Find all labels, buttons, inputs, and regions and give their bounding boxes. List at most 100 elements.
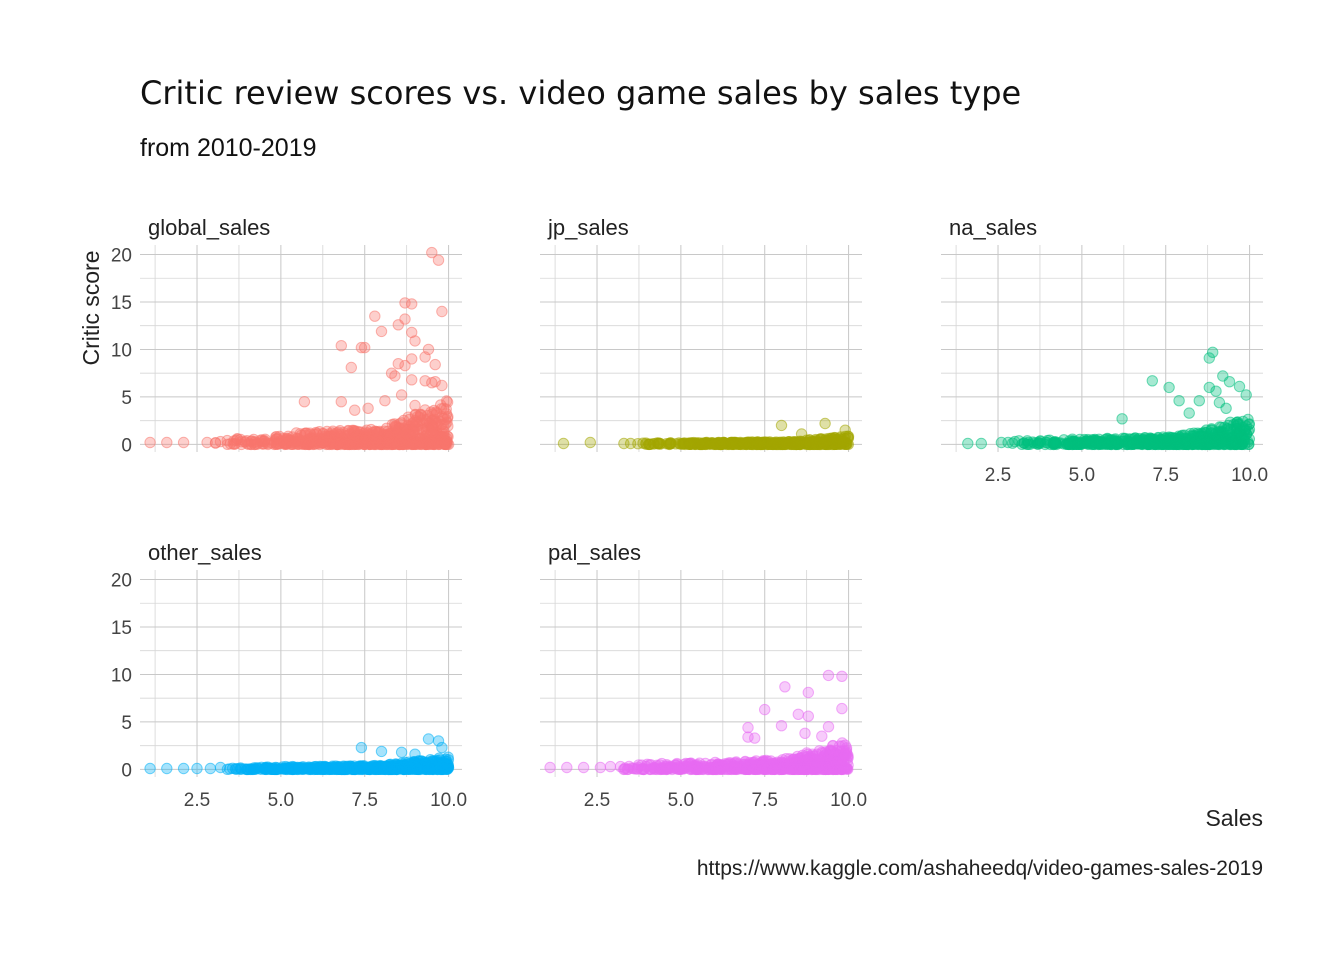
data-point	[403, 763, 415, 775]
data-point	[388, 418, 401, 430]
data-point	[1098, 438, 1110, 450]
data-point	[161, 762, 173, 775]
y-tick-label: 10	[111, 340, 132, 361]
data-point	[577, 761, 590, 774]
data-point	[395, 389, 408, 401]
data-point	[839, 749, 852, 762]
data-point	[394, 434, 406, 446]
data-point	[279, 437, 291, 449]
data-point	[623, 760, 635, 773]
y-tick-label: 0	[121, 435, 132, 456]
data-point	[683, 437, 696, 449]
data-point	[177, 762, 190, 775]
data-point	[1220, 402, 1232, 414]
facet-label-jp_sales: jp_sales	[547, 215, 629, 240]
x-tick-label: 2.5	[985, 465, 1011, 486]
x-tick-label: 10.0	[430, 790, 467, 811]
y-tick-label: 10	[111, 665, 132, 686]
facet-label-pal_sales: pal_sales	[548, 540, 641, 565]
data-point	[144, 436, 156, 449]
x-tick-label: 5.0	[1069, 465, 1095, 486]
data-point	[742, 721, 754, 734]
data-point	[1060, 438, 1073, 450]
data-point	[795, 428, 808, 440]
data-point	[221, 763, 234, 775]
facet-na_sales: na_sales 2.5 5.0 7.5 10.0	[941, 215, 1268, 486]
data-point	[1049, 436, 1062, 448]
data-point	[962, 437, 974, 450]
data-point	[342, 438, 354, 451]
data-point	[738, 437, 750, 449]
data-point	[802, 686, 814, 699]
data-point	[375, 325, 388, 338]
data-point	[1233, 380, 1246, 393]
data-point	[1032, 438, 1044, 450]
data-point	[392, 319, 404, 331]
data-point	[422, 762, 434, 775]
data-point	[1202, 438, 1214, 450]
data-point	[436, 379, 448, 392]
data-point	[1180, 434, 1192, 446]
data-point	[429, 409, 441, 421]
data-point	[1173, 395, 1185, 407]
data-point	[1162, 433, 1174, 445]
x-tick-label: 7.5	[352, 790, 378, 811]
data-point	[204, 762, 217, 775]
x-tick-label: 5.0	[668, 790, 694, 811]
data-point	[436, 305, 448, 318]
data-point	[1210, 385, 1222, 397]
y-tick-label: 15	[111, 618, 132, 639]
data-point	[201, 436, 213, 449]
data-point	[161, 436, 173, 449]
data-point	[750, 762, 762, 774]
data-point	[406, 374, 418, 386]
data-point	[1146, 438, 1159, 451]
data-point	[831, 757, 843, 769]
data-point	[273, 763, 286, 775]
x-tick-label: 5.0	[268, 790, 294, 811]
data-point	[836, 670, 848, 682]
points-na_sales	[962, 346, 1256, 451]
data-point	[1111, 437, 1124, 449]
data-point	[409, 335, 421, 347]
data-point	[357, 763, 369, 776]
data-point	[674, 438, 686, 450]
data-point	[349, 404, 361, 416]
data-point	[369, 759, 381, 772]
data-point	[1223, 376, 1236, 388]
data-point	[700, 438, 712, 450]
data-point	[436, 741, 448, 754]
data-point	[759, 703, 771, 716]
data-point	[427, 422, 440, 434]
y-axis-title: Critic score	[78, 250, 104, 365]
data-point	[780, 438, 792, 450]
data-point	[299, 763, 311, 775]
data-point	[544, 761, 556, 774]
data-point	[819, 417, 831, 430]
data-point	[402, 411, 414, 423]
data-point	[191, 762, 203, 775]
data-point	[209, 437, 222, 449]
data-point	[359, 341, 371, 354]
data-point	[1163, 381, 1175, 394]
data-point	[335, 396, 347, 408]
data-point	[399, 359, 411, 372]
data-point	[177, 436, 190, 449]
x-tick-label: 7.5	[752, 790, 778, 811]
data-point	[818, 437, 830, 449]
data-point	[839, 424, 851, 436]
data-point	[375, 745, 388, 758]
data-point	[822, 721, 835, 733]
data-point	[1183, 407, 1195, 419]
data-point	[1193, 395, 1206, 407]
data-point	[359, 426, 372, 438]
data-point	[717, 760, 729, 772]
x-tick-label: 10.0	[1231, 465, 1268, 486]
facet-label-na_sales: na_sales	[949, 215, 1037, 240]
data-point	[295, 429, 307, 441]
y-tick-label: 15	[111, 293, 132, 314]
data-point	[362, 402, 374, 414]
data-point	[779, 681, 791, 693]
data-point	[335, 340, 347, 352]
data-point	[383, 430, 395, 442]
